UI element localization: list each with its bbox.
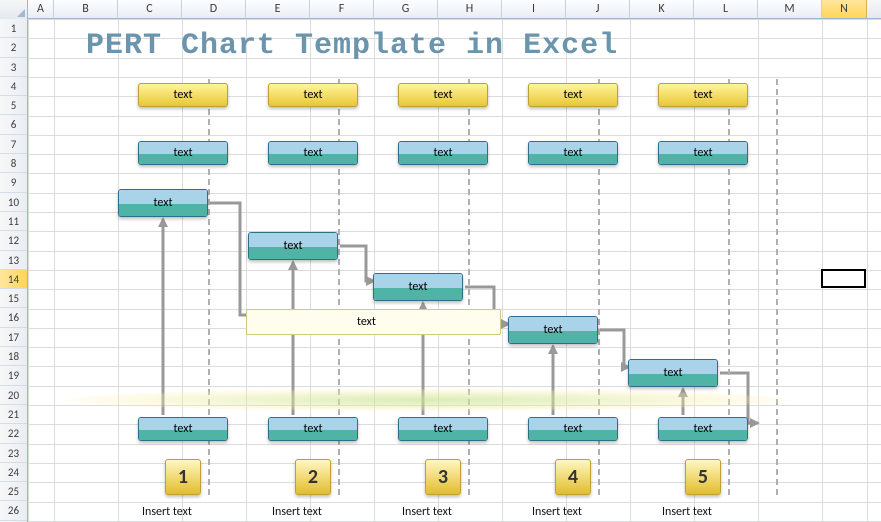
row-header-14[interactable]: 14 (0, 270, 27, 289)
phase-number-2: 2 (295, 459, 331, 495)
phase-number-1: 1 (165, 459, 201, 495)
step-task-0: text (118, 189, 208, 217)
column-header-J[interactable]: J (566, 0, 630, 18)
task-top-4: text (658, 141, 748, 165)
task-bottom-4: text (658, 417, 748, 441)
column-header-B[interactable]: B (54, 0, 118, 18)
step-task-4: text (628, 359, 718, 387)
row-header-19[interactable]: 19 (0, 366, 27, 385)
step-task-1: text (248, 232, 338, 260)
task-top-2: text (398, 141, 488, 165)
column-header-H[interactable]: H (438, 0, 502, 18)
row-header-4[interactable]: 4 (0, 77, 27, 96)
row-header-8[interactable]: 8 (0, 154, 27, 173)
row-header-1[interactable]: 1 (0, 19, 27, 38)
row-header-24[interactable]: 24 (0, 463, 27, 482)
column-header-M[interactable]: M (758, 0, 822, 18)
row-header-6[interactable]: 6 (0, 115, 27, 134)
task-bottom-3: text (528, 417, 618, 441)
task-top-1: text (268, 141, 358, 165)
phase-header-3: text (528, 83, 618, 107)
phase-caption-1: Insert text (272, 505, 322, 519)
step-task-3: text (508, 316, 598, 344)
column-header-A[interactable]: A (28, 0, 54, 18)
row-header-15[interactable]: 15 (0, 289, 27, 308)
row-header-9[interactable]: 9 (0, 173, 27, 192)
column-header-C[interactable]: C (118, 0, 182, 18)
phase-caption-0: Insert text (142, 505, 192, 519)
phase-header-0: text (138, 83, 228, 107)
row-header-16[interactable]: 16 (0, 308, 27, 327)
column-header-row: ABCDEFGHIJKLMN (0, 0, 881, 19)
phase-number-3: 3 (425, 459, 461, 495)
column-header-G[interactable]: G (374, 0, 438, 18)
row-header-25[interactable]: 25 (0, 482, 27, 501)
chart-canvas: PERT Chart Template in Excel texttexttex… (28, 19, 881, 522)
row-header-column: 1234567891011121314151617181920212223242… (0, 19, 28, 522)
row-header-26[interactable]: 26 (0, 501, 27, 520)
row-header-23[interactable]: 23 (0, 444, 27, 463)
column-header-K[interactable]: K (630, 0, 694, 18)
phase-divider-5 (776, 79, 778, 495)
phase-header-2: text (398, 83, 488, 107)
row-header-5[interactable]: 5 (0, 96, 27, 115)
row-header-2[interactable]: 2 (0, 38, 27, 57)
phase-header-4: text (658, 83, 748, 107)
column-header-L[interactable]: L (694, 0, 758, 18)
phase-number-4: 4 (555, 459, 591, 495)
column-header-E[interactable]: E (246, 0, 310, 18)
row-header-11[interactable]: 11 (0, 212, 27, 231)
column-header-D[interactable]: D (182, 0, 246, 18)
row-header-3[interactable]: 3 (0, 58, 27, 77)
row-header-10[interactable]: 10 (0, 193, 27, 212)
row-header-22[interactable]: 22 (0, 424, 27, 443)
column-header-N[interactable]: N (822, 0, 867, 18)
column-header-F[interactable]: F (310, 0, 374, 18)
baseline-highlight (68, 389, 788, 411)
row-header-21[interactable]: 21 (0, 405, 27, 424)
phase-header-1: text (268, 83, 358, 107)
task-top-0: text (138, 141, 228, 165)
phase-caption-3: Insert text (532, 505, 582, 519)
row-header-7[interactable]: 7 (0, 135, 27, 154)
row-header-12[interactable]: 12 (0, 231, 27, 250)
step-task-2: text (373, 273, 463, 301)
row-header-18[interactable]: 18 (0, 347, 27, 366)
phase-caption-2: Insert text (402, 505, 452, 519)
milestone-wide: text (246, 309, 501, 335)
column-header-I[interactable]: I (502, 0, 566, 18)
row-header-20[interactable]: 20 (0, 386, 27, 405)
select-all-corner[interactable] (0, 0, 28, 19)
phase-caption-4: Insert text (662, 505, 712, 519)
task-bottom-2: text (398, 417, 488, 441)
row-header-17[interactable]: 17 (0, 328, 27, 347)
task-top-3: text (528, 141, 618, 165)
row-header-13[interactable]: 13 (0, 251, 27, 270)
task-bottom-1: text (268, 417, 358, 441)
phase-number-5: 5 (685, 459, 721, 495)
task-bottom-0: text (138, 417, 228, 441)
